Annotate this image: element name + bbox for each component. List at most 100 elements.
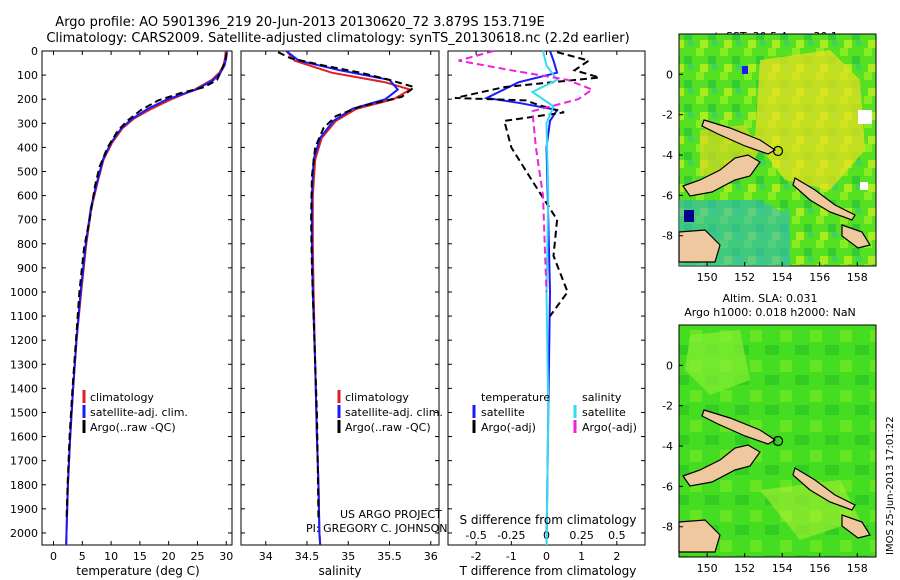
sst-cold-pixel-2 (742, 66, 748, 74)
sst-missing-pixel (858, 110, 872, 124)
x-tick-label: -2 (471, 550, 482, 563)
legend-salinity-title: salinity (582, 391, 622, 404)
sal-legend-climatology-label: climatology (345, 391, 409, 404)
map-y-tick-label: -8 (662, 230, 673, 243)
salinity-xlabel: salinity (318, 564, 361, 578)
series-line-argo-raw-qc- (277, 51, 417, 521)
x-tick-label: 30 (219, 550, 233, 563)
series-line-argo-raw-qc- (65, 52, 228, 521)
sla-map-axes: 150 152 154 156 158 0 -2 -4 -6 -8 (662, 359, 868, 575)
figure-title-line2: Climatology: CARS2009. Satellite-adjuste… (46, 31, 629, 46)
map-x-tick-label: 158 (847, 562, 868, 575)
map-x-tick-label: 154 (772, 271, 793, 284)
x-tick-label: 2 (613, 550, 620, 563)
x-tick-label: 35.5 (377, 550, 402, 563)
depth-tick-label: 1700 (10, 455, 38, 468)
difference-legend: temperature salinity satellite Argo(-adj… (472, 391, 637, 434)
salinity-panel: 34 34.5 35 35.5 36 salinity climatology sate… (240, 50, 447, 578)
depth-tick-label: 1400 (10, 382, 38, 395)
depth-tick-label: 500 (17, 165, 38, 178)
temperature-legend: climatology satellite-adj. clim. Argo(..… (82, 390, 188, 434)
t-difference-xlabel: T difference from climatology (459, 564, 637, 578)
s-tick-label: 0.25 (569, 529, 594, 542)
depth-tick-label: 1100 (10, 310, 38, 323)
map-y-tick-label: -4 (662, 440, 673, 453)
depth-tick-label: 1300 (10, 358, 38, 371)
sst-land-solomons (792, 177, 856, 221)
depth-tick-label: 1900 (10, 503, 38, 516)
x-tick-label: 10 (104, 550, 118, 563)
map-x-tick-label: 152 (734, 562, 755, 575)
sla-land-new-britain (701, 409, 777, 445)
legend-temp-satellite-label: satellite (481, 406, 525, 419)
x-tick-label: 34.5 (295, 550, 320, 563)
s-tick-label: -0.25 (497, 529, 525, 542)
sla-land-papua (678, 519, 721, 553)
pi-credit: PI: GREGORY C. JOHNSON (306, 522, 447, 535)
map-y-tick-label: -2 (662, 109, 673, 122)
sst-land-papua (678, 229, 721, 263)
depth-tick-label: 1800 (10, 479, 38, 492)
series-line-salinity-argo-adj- (458, 50, 595, 293)
legend-temperature-title: temperature (481, 391, 550, 404)
depth-tick-label: 1500 (10, 406, 38, 419)
legend-satellite-label: satellite-adj. clim. (90, 406, 188, 419)
x-tick-label: 1 (578, 550, 585, 563)
sla-land-islands (841, 514, 871, 539)
x-tick-label: 25 (190, 550, 204, 563)
map-x-tick-label: 152 (734, 271, 755, 284)
s-tick-label: -0.5 (465, 529, 486, 542)
depth-tick-label: 1600 (10, 431, 38, 444)
temperature-axes-box (41, 50, 233, 546)
depth-tick-label: 400 (17, 141, 38, 154)
map-y-tick-label: 0 (666, 68, 673, 81)
sla-map-title-line2: Argo h1000: 0.018 h2000: NaN (684, 306, 856, 319)
depth-tick-label: 700 (17, 214, 38, 227)
x-tick-label: 0 (50, 550, 57, 563)
map-x-tick-label: 156 (809, 562, 830, 575)
map-y-tick-label: -6 (662, 480, 673, 493)
difference-x-axis: -2 -1 0 1 2-0.5 -0.25 0 0.25 0.5 (448, 50, 645, 563)
sal-legend-satellite-label: satellite-adj. clim. (345, 406, 443, 419)
difference-panel: -2 -1 0 1 2-0.5 -0.25 0 0.25 0.5 S difference fr… (447, 50, 646, 578)
legend-argo-label: Argo(..raw -QC) (90, 421, 176, 434)
timestamp-stamp: IMOS 25-Jun-2013 17:01:22 (885, 416, 896, 555)
depth-tick-label: 300 (17, 117, 38, 130)
depth-tick-label: 900 (17, 262, 38, 275)
map-y-tick-label: -2 (662, 400, 673, 413)
legend-climatology-label: climatology (90, 391, 154, 404)
depth-tick-label: 2000 (10, 527, 38, 540)
sst-map-axes: 150 152 154 156 158 0 -2 -4 -6 -8 (662, 68, 868, 284)
sla-land-solomons (792, 467, 856, 511)
sst-missing-pixel-2 (860, 182, 868, 190)
map-x-tick-label: 154 (772, 562, 793, 575)
salinity-lines (277, 50, 417, 546)
sal-legend-argo-label: Argo(..raw -QC) (345, 421, 431, 434)
depth-tick-label: 100 (17, 69, 38, 82)
sst-land-new-guinea (682, 154, 761, 197)
x-tick-label: 5 (79, 550, 86, 563)
sla-high-region (685, 330, 750, 395)
temperature-x-axis: 0 5 10 15 20 25 30 (50, 51, 233, 563)
temperature-lines (65, 50, 228, 546)
x-tick-label: 36 (424, 550, 438, 563)
sla-argo-position-marker (772, 435, 784, 447)
depth-tick-label: 600 (17, 190, 38, 203)
map-y-tick-label: -4 (662, 149, 673, 162)
map-x-tick-label: 156 (809, 271, 830, 284)
x-tick-label: 15 (133, 550, 147, 563)
sst-cold-pixel (684, 210, 694, 222)
x-tick-label: 34 (259, 550, 273, 563)
depth-tick-label: 200 (17, 93, 38, 106)
depth-axis: 0 100 200 300 400 500 600 700 800 900 1000 1100 1200… (10, 45, 232, 540)
x-tick-label: 35 (341, 550, 355, 563)
temperature-xlabel: temperature (deg C) (76, 564, 199, 578)
s-difference-label: S difference from climatology (460, 513, 637, 527)
legend-temp-argo-label: Argo(-adj) (481, 421, 536, 434)
depth-tick-label: 1200 (10, 334, 38, 347)
sst-warm-region (755, 50, 865, 190)
series-line-salinity-satellite (530, 50, 559, 546)
sst-land-new-britain (701, 119, 777, 155)
map-y-tick-label: -6 (662, 189, 673, 202)
